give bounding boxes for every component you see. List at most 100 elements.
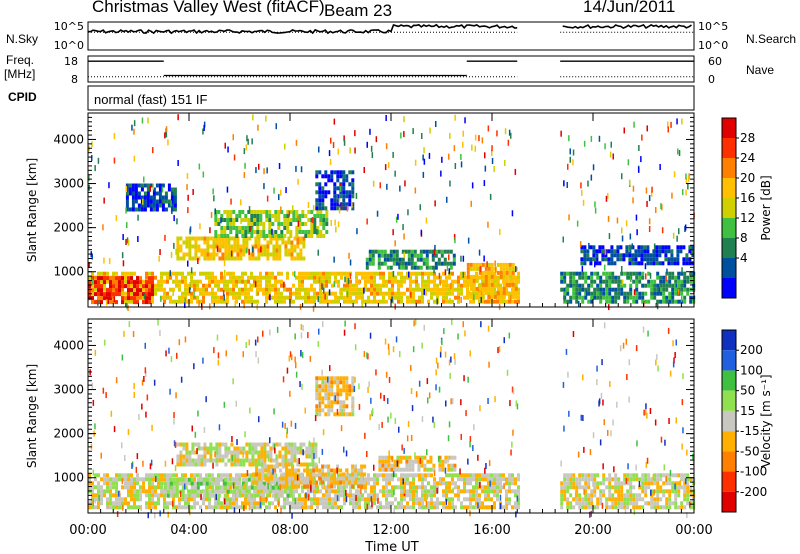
heatmap-cell (226, 279, 229, 284)
heatmap-speckle (568, 214, 570, 221)
heatmap-cell (367, 497, 370, 502)
heatmap-cell (451, 291, 454, 296)
heatmap-cell (339, 404, 343, 409)
heatmap-cell (409, 275, 412, 280)
heatmap-cell (304, 505, 307, 510)
heatmap-cell (379, 505, 382, 510)
heatmap-cell (315, 412, 319, 417)
heatmap-cell (496, 286, 500, 291)
heatmap-cell (272, 458, 276, 463)
heatmap-speckle (298, 458, 300, 464)
heatmap-cell (424, 473, 427, 478)
heatmap-cell (611, 497, 615, 502)
heatmap-cell (241, 210, 245, 214)
heatmap-cell (367, 501, 370, 506)
heatmap-cell (241, 501, 244, 506)
heatmap-cell (493, 473, 496, 478)
heatmap-cell (389, 257, 393, 262)
heatmap-cell (214, 481, 218, 486)
heatmap-cell (469, 505, 472, 510)
heatmap-cell (340, 473, 343, 478)
heatmap-cell (176, 248, 180, 253)
heatmap-cell (400, 291, 403, 296)
heatmap-cell (241, 218, 245, 222)
heatmap-cell (281, 240, 285, 245)
heatmap-cell (307, 230, 311, 234)
heatmap-cell (349, 287, 352, 292)
heatmap-cell (686, 501, 690, 506)
heatmap-cell (283, 287, 286, 292)
heatmap-cell (337, 505, 340, 510)
heatmap-cell (383, 257, 387, 262)
heatmap-speckle (313, 453, 315, 459)
heatmap-speckle (433, 470, 436, 477)
heatmap-cell (367, 477, 370, 482)
heatmap-cell (140, 187, 144, 192)
heatmap-cell (173, 203, 177, 208)
heatmap-speckle (666, 268, 668, 275)
heatmap-cell (250, 283, 253, 288)
heatmap-cell (169, 493, 173, 498)
heatmap-cell (670, 249, 674, 254)
heatmap-cell (232, 222, 236, 226)
heatmap-cell (295, 489, 298, 494)
heatmap-cell (415, 501, 418, 506)
heatmap-cell (668, 275, 672, 280)
heatmap-speckle (318, 328, 320, 335)
heatmap-cell (160, 485, 163, 490)
heatmap-speckle (649, 272, 652, 279)
heatmap-cell (310, 210, 314, 214)
heatmap-cell (339, 468, 343, 473)
heatmap-cell (668, 501, 672, 506)
heatmap-cell (109, 493, 112, 498)
heatmap-cell (238, 505, 241, 510)
heatmap-cell (241, 481, 245, 486)
heatmap-speckle (681, 295, 683, 302)
heatmap-speckle (343, 446, 345, 453)
heatmap-speckle (682, 189, 684, 196)
heatmap-cell (274, 287, 277, 292)
heatmap-cell (611, 287, 615, 292)
heatmap-cell (268, 275, 271, 280)
heatmap-cell (214, 234, 218, 238)
heatmap-cell (283, 505, 286, 510)
heatmap-cell (641, 271, 645, 276)
heatmap-cell (136, 284, 139, 289)
heatmap-cell (305, 454, 309, 459)
heatmap-cell (674, 283, 678, 288)
heatmap-cell (268, 234, 272, 238)
heatmap-speckle (588, 242, 590, 249)
colorbar-frame (721, 117, 737, 299)
heatmap-cell (592, 257, 596, 262)
heatmap-cell (181, 295, 184, 300)
heatmap-cell (680, 283, 684, 288)
heatmap-cell (310, 505, 313, 510)
heatmap-speckle (284, 423, 286, 429)
heatmap-cell (193, 489, 197, 494)
heatmap-cell (451, 279, 454, 284)
heatmap-cell (346, 271, 349, 276)
heatmap-cell (235, 505, 238, 510)
heatmap-cell (88, 485, 91, 490)
heatmap-cell (275, 244, 279, 249)
heatmap-cell (299, 252, 303, 257)
heatmap-speckle (623, 127, 625, 134)
heatmap-cell (620, 501, 624, 506)
heatmap-cell (367, 299, 370, 304)
heatmap-cell (298, 493, 301, 498)
heatmap-speckle (214, 208, 216, 215)
heatmap-cell (224, 252, 228, 257)
heatmap-speckle (621, 266, 623, 272)
heatmap-cell (641, 489, 645, 494)
heatmap-cell (569, 295, 573, 300)
heatmap-cell (307, 295, 310, 300)
heatmap-cell (322, 279, 325, 284)
heatmap-cell (481, 501, 484, 506)
heatmap-cell (339, 376, 343, 381)
heatmap-cell (202, 271, 205, 276)
heatmap-cell (674, 493, 678, 498)
heatmap-cell (206, 252, 210, 257)
heatmap-cell (226, 287, 229, 292)
heatmap-cell (151, 292, 154, 297)
heatmap-cell (211, 279, 214, 284)
